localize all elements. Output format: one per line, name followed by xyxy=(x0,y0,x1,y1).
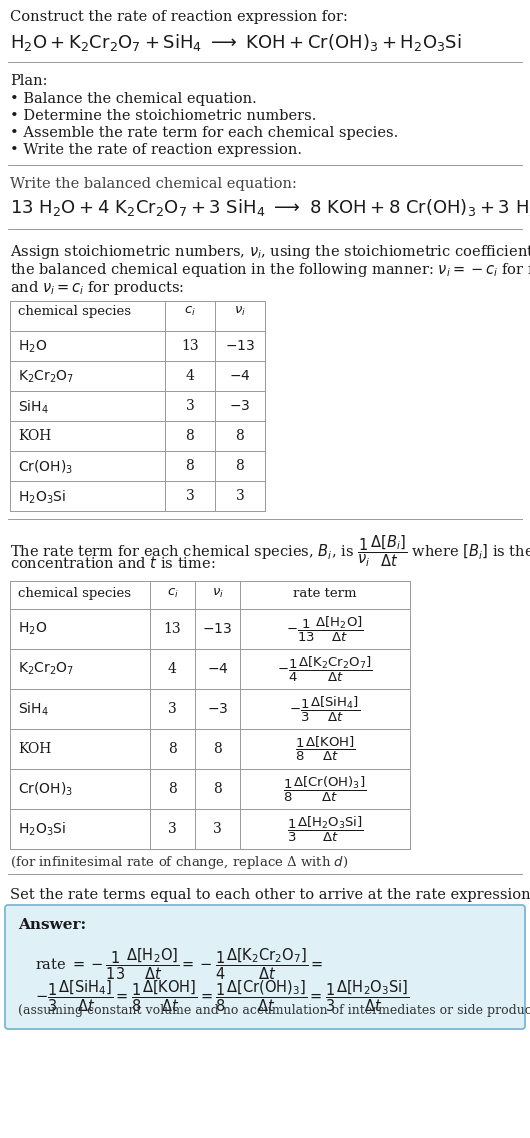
Text: $\nu_i$: $\nu_i$ xyxy=(211,587,224,600)
Text: 3: 3 xyxy=(168,702,177,716)
Text: $c_i$: $c_i$ xyxy=(184,305,196,319)
Text: Plan:: Plan: xyxy=(10,74,48,88)
Text: • Assemble the rate term for each chemical species.: • Assemble the rate term for each chemic… xyxy=(10,126,398,140)
Text: $\mathrm{H_2O + K_2Cr_2O_7 + SiH_4 \ \longrightarrow \ KOH + Cr(OH)_3 + H_2O_3Si: $\mathrm{H_2O + K_2Cr_2O_7 + SiH_4 \ \lo… xyxy=(10,32,462,53)
Text: $-4$: $-4$ xyxy=(229,369,251,384)
Text: $-13$: $-13$ xyxy=(202,622,233,636)
Text: 8: 8 xyxy=(236,459,244,473)
Text: $\dfrac{1}{8}\dfrac{\Delta[\mathrm{Cr(OH)_3}]}{\Delta t}$: $\dfrac{1}{8}\dfrac{\Delta[\mathrm{Cr(OH… xyxy=(284,774,367,803)
Text: 13: 13 xyxy=(181,339,199,353)
Text: rate term: rate term xyxy=(293,587,357,600)
Text: $\mathrm{H_2O_3Si}$: $\mathrm{H_2O_3Si}$ xyxy=(18,820,66,838)
Text: $\mathrm{H_2O}$: $\mathrm{H_2O}$ xyxy=(18,621,47,637)
Text: and $\nu_i = c_i$ for products:: and $\nu_i = c_i$ for products: xyxy=(10,279,184,297)
Text: (for infinitesimal rate of change, replace Δ with $d$): (for infinitesimal rate of change, repla… xyxy=(10,854,348,871)
Text: 13: 13 xyxy=(164,622,181,636)
Text: $\mathrm{SiH_4}$: $\mathrm{SiH_4}$ xyxy=(18,399,49,417)
Text: • Write the rate of reaction expression.: • Write the rate of reaction expression. xyxy=(10,143,302,157)
Text: rate $= -\dfrac{1}{13}\dfrac{\Delta[\mathrm{H_2O}]}{\Delta t} = -\dfrac{1}{4}\df: rate $= -\dfrac{1}{13}\dfrac{\Delta[\mat… xyxy=(35,946,323,982)
FancyBboxPatch shape xyxy=(5,905,525,1029)
Text: $\mathrm{H_2O_3Si}$: $\mathrm{H_2O_3Si}$ xyxy=(18,489,66,506)
Text: chemical species: chemical species xyxy=(18,587,131,600)
Text: $\mathrm{Cr(OH)_3}$: $\mathrm{Cr(OH)_3}$ xyxy=(18,781,73,798)
Text: 8: 8 xyxy=(213,742,222,756)
Text: $c_i$: $c_i$ xyxy=(166,587,179,600)
Text: $\mathrm{SiH_4}$: $\mathrm{SiH_4}$ xyxy=(18,700,49,718)
Text: $-4$: $-4$ xyxy=(207,662,228,676)
Text: KOH: KOH xyxy=(18,742,51,756)
Text: The rate term for each chemical species, $B_i$, is $\dfrac{1}{\nu_i}\dfrac{\Delt: The rate term for each chemical species,… xyxy=(10,533,530,569)
Text: $-13$: $-13$ xyxy=(225,339,255,353)
Text: $-\dfrac{1}{3}\dfrac{\Delta[\mathrm{SiH_4}]}{\Delta t}$: $-\dfrac{1}{3}\dfrac{\Delta[\mathrm{SiH_… xyxy=(289,694,360,724)
Text: • Determine the stoichiometric numbers.: • Determine the stoichiometric numbers. xyxy=(10,109,316,123)
Text: 4: 4 xyxy=(168,662,177,676)
Text: $\dfrac{1}{3}\dfrac{\Delta[\mathrm{H_2O_3Si}]}{\Delta t}$: $\dfrac{1}{3}\dfrac{\Delta[\mathrm{H_2O_… xyxy=(287,815,364,843)
Text: 3: 3 xyxy=(213,822,222,836)
Text: Set the rate terms equal to each other to arrive at the rate expression:: Set the rate terms equal to each other t… xyxy=(10,888,530,902)
Text: $\dfrac{1}{8}\dfrac{\Delta[\mathrm{KOH}]}{\Delta t}$: $\dfrac{1}{8}\dfrac{\Delta[\mathrm{KOH}]… xyxy=(295,735,355,764)
Text: KOH: KOH xyxy=(18,429,51,443)
Text: $\mathrm{13\ H_2O + 4\ K_2Cr_2O_7 + 3\ SiH_4 \ \longrightarrow \ 8\ KOH + 8\ Cr(: $\mathrm{13\ H_2O + 4\ K_2Cr_2O_7 + 3\ S… xyxy=(10,197,530,218)
Text: $-\dfrac{1}{4}\dfrac{\Delta[\mathrm{K_2Cr_2O_7}]}{\Delta t}$: $-\dfrac{1}{4}\dfrac{\Delta[\mathrm{K_2C… xyxy=(277,654,373,684)
Text: $-\dfrac{1}{13}\dfrac{\Delta[\mathrm{H_2O}]}{\Delta t}$: $-\dfrac{1}{13}\dfrac{\Delta[\mathrm{H_2… xyxy=(286,615,364,644)
Text: 3: 3 xyxy=(168,822,177,836)
Text: $\nu_i$: $\nu_i$ xyxy=(234,305,246,319)
Text: $-\dfrac{1}{3}\dfrac{\Delta[\mathrm{SiH_4}]}{\Delta t} = \dfrac{1}{8}\dfrac{\Del: $-\dfrac{1}{3}\dfrac{\Delta[\mathrm{SiH_… xyxy=(35,978,410,1014)
Text: $\mathrm{H_2O}$: $\mathrm{H_2O}$ xyxy=(18,339,47,355)
Text: $\mathrm{Cr(OH)_3}$: $\mathrm{Cr(OH)_3}$ xyxy=(18,459,73,477)
Text: 8: 8 xyxy=(186,459,195,473)
Text: 3: 3 xyxy=(236,489,244,503)
Text: Construct the rate of reaction expression for:: Construct the rate of reaction expressio… xyxy=(10,10,348,24)
Text: Write the balanced chemical equation:: Write the balanced chemical equation: xyxy=(10,178,297,191)
Text: 8: 8 xyxy=(168,742,177,756)
Text: Answer:: Answer: xyxy=(18,918,86,932)
Text: 8: 8 xyxy=(213,782,222,795)
Text: concentration and $t$ is time:: concentration and $t$ is time: xyxy=(10,555,216,571)
Text: Assign stoichiometric numbers, $\nu_i$, using the stoichiometric coefficients, $: Assign stoichiometric numbers, $\nu_i$, … xyxy=(10,244,530,261)
Text: 8: 8 xyxy=(168,782,177,795)
Text: $-3$: $-3$ xyxy=(229,399,251,413)
Text: $-3$: $-3$ xyxy=(207,702,228,716)
Text: $\mathrm{K_2Cr_2O_7}$: $\mathrm{K_2Cr_2O_7}$ xyxy=(18,661,74,677)
Text: chemical species: chemical species xyxy=(18,305,131,318)
Text: 4: 4 xyxy=(186,369,195,384)
Text: 3: 3 xyxy=(186,399,195,413)
Text: 8: 8 xyxy=(236,429,244,443)
Text: 8: 8 xyxy=(186,429,195,443)
Text: (assuming constant volume and no accumulation of intermediates or side products): (assuming constant volume and no accumul… xyxy=(18,1004,530,1017)
Text: • Balance the chemical equation.: • Balance the chemical equation. xyxy=(10,92,257,106)
Text: 3: 3 xyxy=(186,489,195,503)
Text: $\mathrm{K_2Cr_2O_7}$: $\mathrm{K_2Cr_2O_7}$ xyxy=(18,369,74,386)
Text: the balanced chemical equation in the following manner: $\nu_i = -c_i$ for react: the balanced chemical equation in the fo… xyxy=(10,261,530,279)
